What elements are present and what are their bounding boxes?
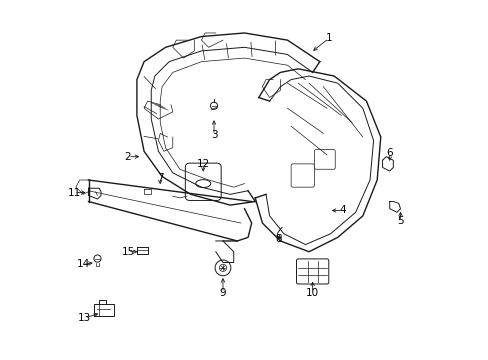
Ellipse shape [195,180,210,188]
Circle shape [215,260,230,276]
Text: 5: 5 [396,216,403,226]
Text: 6: 6 [386,148,392,158]
Text: 13: 13 [78,313,91,323]
Text: 11: 11 [67,188,81,198]
Circle shape [219,264,226,271]
Text: 14: 14 [76,259,90,269]
Text: 10: 10 [305,288,319,298]
FancyBboxPatch shape [185,163,221,201]
Circle shape [210,102,217,109]
Text: 8: 8 [275,234,281,244]
Text: 7: 7 [157,173,163,183]
Circle shape [94,255,101,262]
Text: 15: 15 [121,247,134,257]
FancyBboxPatch shape [290,164,314,187]
Text: 12: 12 [196,159,209,169]
FancyBboxPatch shape [314,149,335,169]
Text: 9: 9 [219,288,226,298]
Text: 4: 4 [339,206,346,216]
Text: 2: 2 [124,152,131,162]
Text: 1: 1 [325,33,331,43]
Text: 3: 3 [210,130,217,140]
Bar [94,304,113,316]
FancyBboxPatch shape [296,259,328,284]
